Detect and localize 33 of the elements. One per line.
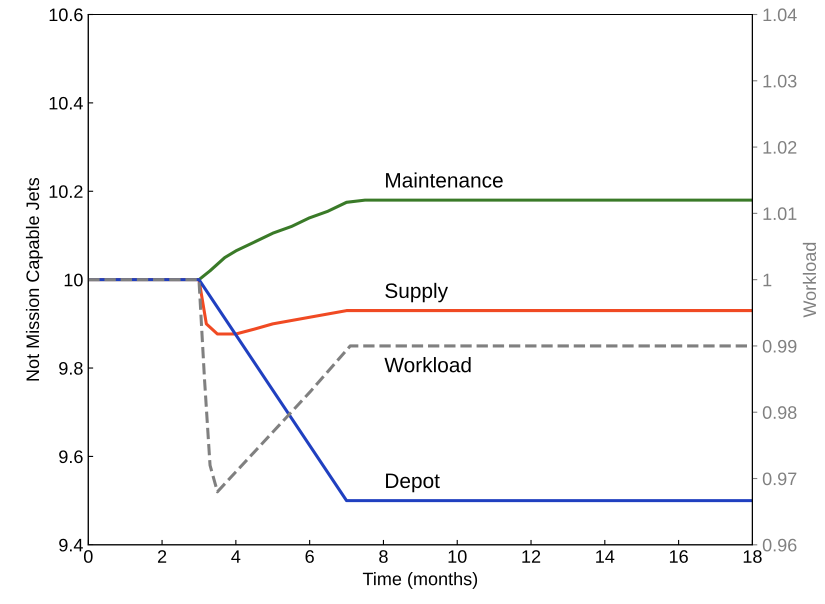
y-tick-label: 9.8: [59, 362, 83, 375]
y2-axis-title: Workload: [802, 242, 816, 318]
x-tick-label: 16: [670, 550, 688, 563]
x-tick-label: 12: [522, 550, 540, 563]
y2-tick-label: 1.03: [764, 74, 796, 88]
series-label: Depot: [386, 474, 440, 492]
series-label: Workload: [384, 357, 471, 372]
y2-tick-label: 1: [764, 274, 772, 286]
y2-tick-label: 1.02: [764, 141, 796, 154]
y-tick-label: 10.2: [50, 185, 83, 198]
y-tick-label: 10.6: [50, 8, 83, 22]
x-tick-label: 18: [744, 550, 762, 563]
y-tick-label: 9.4: [59, 538, 83, 552]
x-tick-label: 2: [158, 550, 166, 563]
y2-tick-label: 0.99: [762, 340, 796, 353]
y2-tick-label: 0.98: [762, 406, 796, 419]
y-axis-title: Not Mission Capable Jets: [26, 178, 43, 381]
x-tick-label: 8: [379, 550, 388, 563]
x-tick-label: 4: [231, 550, 240, 563]
series-label: Maintenance: [386, 172, 503, 188]
y2-tick-label: 0.97: [762, 472, 796, 486]
x-tick-label: 0: [84, 550, 93, 563]
x-tick-label: 14: [596, 550, 614, 563]
y2-tick-label: 1.04: [764, 8, 797, 22]
y2-tick-label: 1.01: [764, 207, 796, 220]
x-axis-title: Time (months): [362, 572, 478, 589]
y-tick-label: 9.6: [59, 450, 83, 464]
y-tick-label: 10: [64, 274, 83, 286]
series-label: Supply: [385, 282, 448, 302]
y-tick-label: 10.4: [50, 96, 83, 110]
x-tick-label: 6: [306, 550, 314, 563]
x-tick-label: 10: [448, 550, 467, 563]
y2-tick-label: 0.96: [762, 538, 796, 552]
